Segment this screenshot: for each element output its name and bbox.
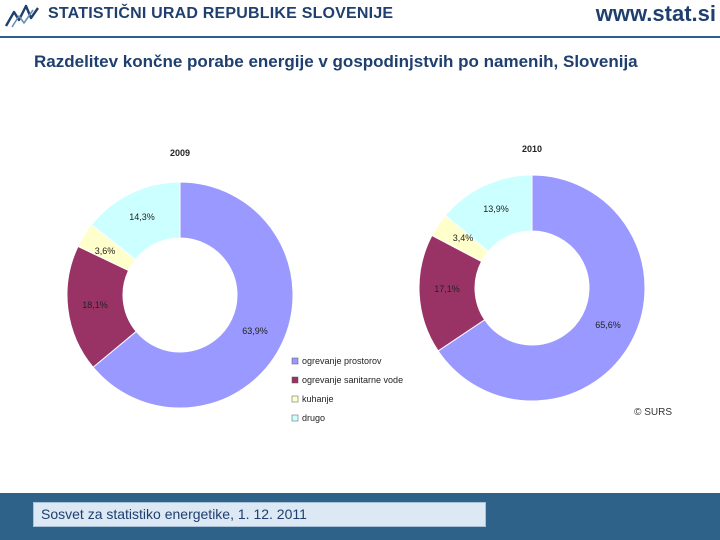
slice-label: 17,1% [434,284,460,294]
legend-swatch [291,376,299,384]
slice-label: 65,6% [595,320,621,330]
legend-item: drugo [302,413,325,423]
page-title: Razdelitev končne porabe energije v gosp… [34,52,638,71]
chart-title: 2010 [522,144,542,154]
chart-title: 2009 [170,148,190,158]
donut-charts: ogrevanje prostorov ogrevanje sanitarne v… [66,144,672,423]
slice-label: 63,9% [242,326,268,336]
slice-label: 3,6% [95,246,116,256]
organization-name: STATISTIČNI URAD REPUBLIKE SLOVENIJE [48,5,394,22]
header: STATISTIČNI URAD REPUBLIKE SLOVENIJE www… [0,0,720,34]
chart-legend: ogrevanje prostorov ogrevanje sanitarne v… [291,356,403,423]
slice-label: 18,1% [82,300,108,310]
footer-caption: Sosvet za statistiko energetike, 1. 12. … [41,506,307,522]
legend-swatch [291,395,299,403]
header-divider [0,36,720,38]
donut-chart-2010: 65,6% 17,1% 3,4% 13,9% 2010 [418,144,646,402]
surs-logo-icon[interactable] [4,2,44,28]
legend-item: ogrevanje prostorov [302,356,382,366]
footer-bar: Sosvet za statistiko energetike, 1. 12. … [0,493,720,540]
chart-credit: © SURS [634,407,672,418]
website-link[interactable]: www.stat.si [595,1,716,26]
legend-swatch [291,357,299,365]
slice-label: 14,3% [129,212,155,222]
slice-ogrevanje-prostorov [437,174,646,402]
legend-item: ogrevanje sanitarne vode [302,375,403,385]
slice-label: 13,9% [483,204,509,214]
legend-item: kuhanje [302,394,334,404]
footer-caption-box: Sosvet za statistiko energetike, 1. 12. … [33,502,486,527]
slice-ogrevanje-prostorov [92,181,294,409]
slice-drugo [444,174,533,253]
slice-drugo [90,181,181,261]
slice-label: 3,4% [453,233,474,243]
donut-chart-2009: 63,9% 18,1% 3,6% 14,3% 2009 [66,148,294,409]
legend-swatch [291,414,299,422]
